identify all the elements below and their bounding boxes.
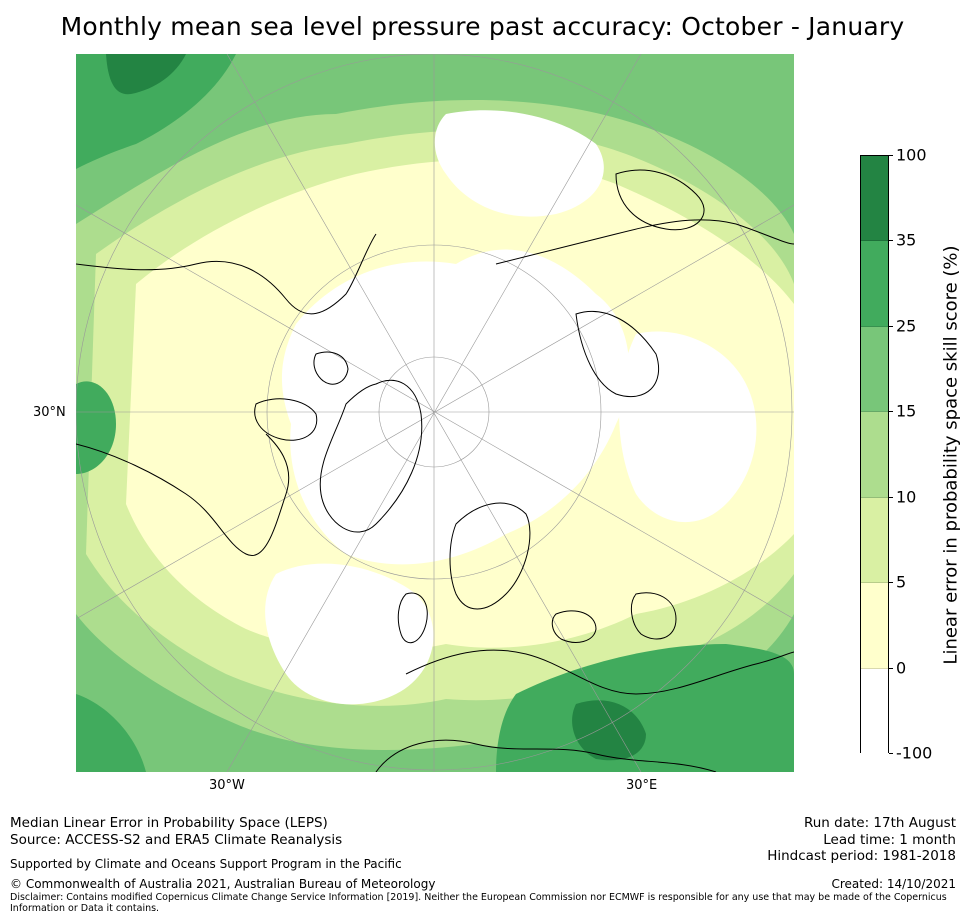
colorbar-segment: [861, 668, 888, 754]
colorbar-tick-label: 15: [896, 401, 917, 421]
zone-dark-se: [496, 644, 794, 772]
europe-coast: [405, 649, 794, 695]
zone-darkest-se: [572, 700, 646, 761]
coastlines: [76, 169, 794, 772]
colorbar-tick-label: -100: [896, 743, 933, 763]
run-date: Run date: 17th August: [803, 815, 956, 831]
colorbar-tick-mark: [889, 667, 893, 669]
footer-leps: Median Linear Error in Probability Space…: [10, 815, 328, 831]
colorbar-segment: [861, 412, 888, 498]
colorbar-label: Linear error in probability space skill …: [940, 245, 962, 665]
chart-title: Monthly mean sea level pressure past acc…: [60, 12, 905, 41]
colorbar-tick-mark: [889, 411, 893, 413]
colorbar-tick-label: 0: [896, 658, 907, 678]
scandinavia-coast: [449, 502, 531, 610]
polar-map: [76, 54, 794, 772]
footer-source: Source: ACCESS-S2 and ERA5 Climate Reana…: [10, 832, 343, 848]
graticule: [76, 54, 794, 772]
greenland-outline: [319, 379, 423, 533]
zone-white-pacific: [434, 110, 604, 217]
colorbar-segment: [861, 583, 888, 669]
lead-time: Lead time: 1 month: [823, 832, 956, 848]
colorbar: [860, 155, 889, 754]
lat-label-30n: 30°N: [33, 405, 66, 420]
footer-copyright: © Commonwealth of Australia 2021, Austra…: [10, 877, 436, 891]
colorbar-segment: [861, 156, 888, 242]
colorbar-tick-label: 100: [896, 145, 927, 165]
zone-darkest-nw: [106, 54, 186, 95]
colorbar-tick-mark: [889, 155, 893, 156]
colorbar-segment: [861, 241, 888, 327]
created-date: Created: 14/10/2021: [831, 877, 956, 891]
lon-label-30w: 30°W: [209, 778, 245, 793]
colorbar-tick-mark: [889, 753, 893, 754]
british-isles: [397, 592, 428, 644]
colorbar-tick-label: 5: [896, 572, 907, 592]
footer-support: Supported by Climate and Oceans Support …: [10, 857, 402, 871]
colorbar-tick-label: 35: [896, 230, 917, 250]
colorbar-segment: [861, 497, 888, 584]
colorbar-tick-mark: [889, 240, 893, 242]
colorbar-segment: [861, 326, 888, 413]
colorbar-tick-label: 10: [896, 487, 917, 507]
zone-dark-w: [76, 381, 116, 474]
colorbar-tick-mark: [889, 582, 893, 584]
zone-white-atlantic: [265, 563, 434, 705]
colorbar-tick-mark: [889, 496, 893, 498]
asia-coast: [495, 219, 794, 265]
north-america-coast: [76, 433, 290, 557]
lon-label-30e: 30°E: [626, 778, 658, 793]
zone-white-east: [619, 331, 757, 523]
hindcast-period: Hindcast period: 1981-2018: [767, 848, 956, 864]
zone-white-north: [281, 249, 630, 565]
footer-disclaimer: Disclaimer: Contains modified Copernicus…: [10, 892, 947, 914]
colorbar-tick-mark: [889, 325, 893, 327]
zone-dark-sw: [76, 694, 146, 772]
colorbar-tick-label: 25: [896, 316, 917, 336]
